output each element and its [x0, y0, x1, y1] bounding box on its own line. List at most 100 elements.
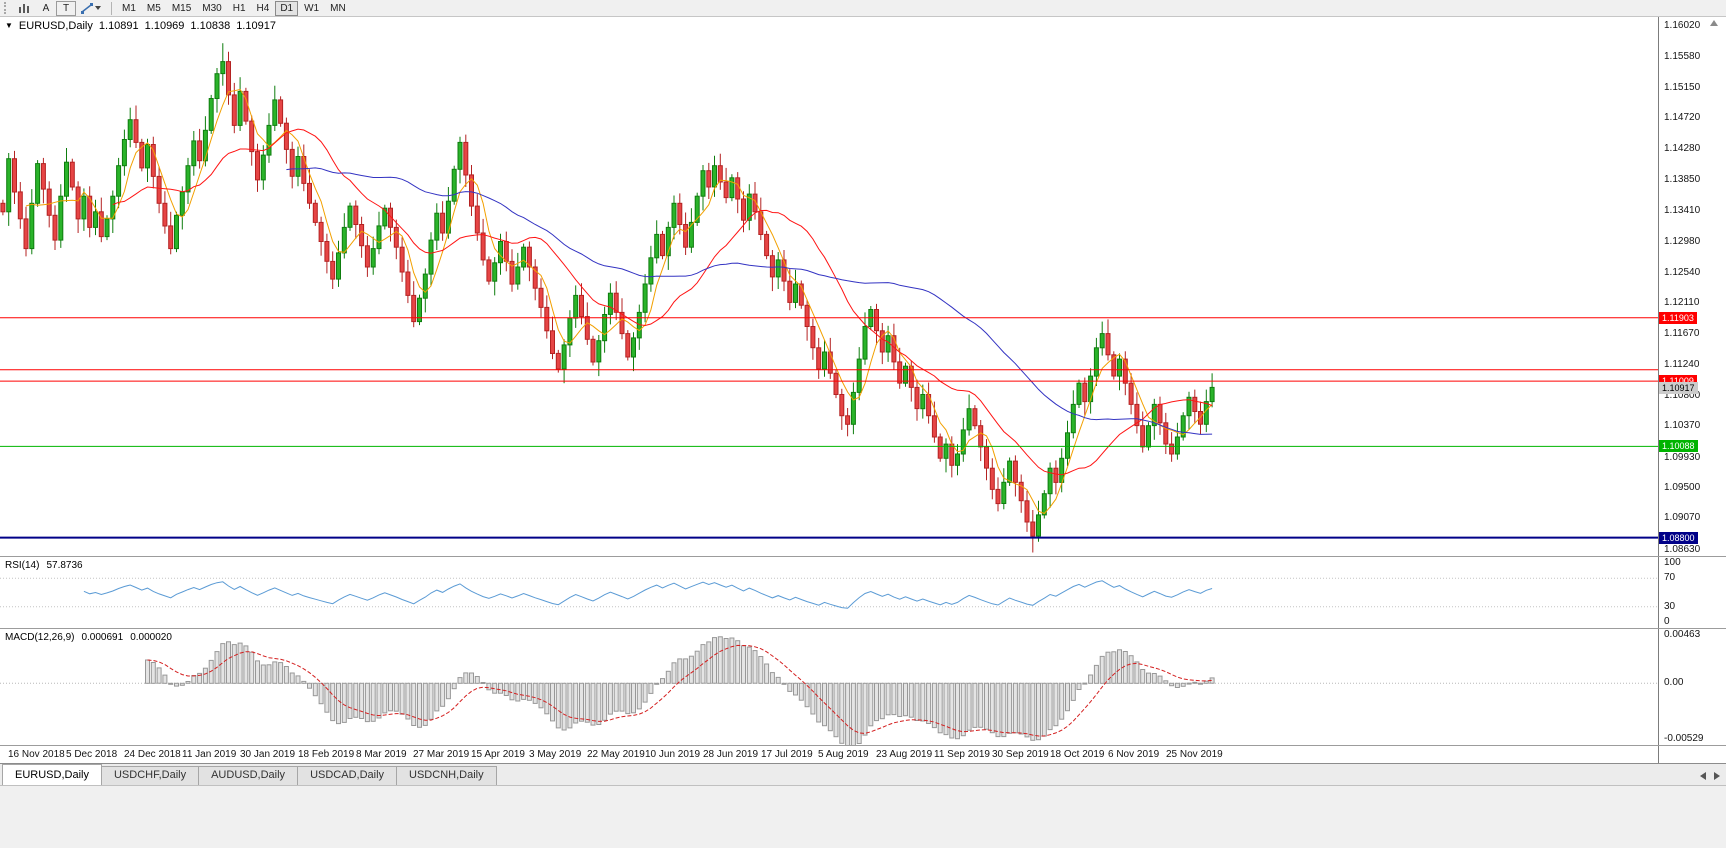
- date-axis-label: 11 Jan 2019: [182, 749, 237, 760]
- date-axis-label: 6 Nov 2019: [1108, 749, 1160, 760]
- toolbar-grip[interactable]: [4, 2, 9, 14]
- price-axis-label: 1.11670: [1664, 328, 1700, 339]
- price-axis-label: 1.15580: [1664, 51, 1701, 62]
- date-axis-label: 27 Mar 2019: [413, 749, 470, 760]
- date-axis-label: 10 Jun 2019: [645, 749, 701, 760]
- ohlc-close: 1.10917: [236, 20, 276, 32]
- price-axis-label: 1.12980: [1664, 236, 1701, 247]
- chevron-down-icon: [95, 6, 101, 10]
- chart-ohlc-header: ▼ EURUSD,Daily 1.10891 1.10969 1.10838 1…: [5, 20, 276, 32]
- date-axis-label: 30 Jan 2019: [240, 749, 296, 760]
- timeframe-button-m15[interactable]: M15: [171, 2, 192, 14]
- tab-scroll-right-icon[interactable]: [1714, 772, 1720, 780]
- rsi-title: RSI(14) 57.8736: [5, 560, 83, 571]
- timeframe-button-w1[interactable]: W1: [304, 2, 320, 14]
- draw-tools-button[interactable]: [76, 1, 106, 16]
- timeframe-button-m5[interactable]: M5: [146, 2, 161, 14]
- main-chart-pane[interactable]: ▼ EURUSD,Daily 1.10891 1.10969 1.10838 1…: [0, 17, 1726, 557]
- rsi-axis-label: 0: [1664, 616, 1670, 627]
- candlestick-plot[interactable]: [0, 17, 1658, 556]
- timeframe-button-h1[interactable]: H1: [232, 2, 246, 14]
- date-axis-label: 3 May 2019: [529, 749, 582, 760]
- macd-name-label: MACD(12,26,9): [5, 632, 75, 643]
- macd-axis-label: 0.00463: [1664, 629, 1701, 640]
- macd-axis[interactable]: 0.00463 0.00 -0.00529: [1658, 629, 1726, 745]
- price-axis[interactable]: 1.16020 1.15580 1.15150 1.14720 1.14280 1.138…: [1658, 17, 1726, 556]
- date-axis-label: 30 Sep 2019: [992, 749, 1049, 760]
- date-axis-label: 24 Dec 2018: [124, 749, 181, 760]
- price-axis-label: 1.12540: [1664, 267, 1701, 278]
- macd-pane[interactable]: MACD(12,26,9) 0.000691 0.000020 0.00463 0…: [0, 629, 1726, 746]
- chart-bars-icon-glyph: [19, 4, 29, 13]
- macd-value2-label: 0.000020: [130, 632, 172, 643]
- price-tag: 1.10088: [1659, 440, 1698, 452]
- date-axis-label: 5 Aug 2019: [818, 749, 869, 760]
- toolbar-separator: [111, 1, 112, 15]
- price-axis-label: 1.10370: [1664, 420, 1701, 431]
- ohlc-low: 1.10838: [190, 20, 231, 32]
- price-axis-label: 1.08630: [1664, 544, 1701, 555]
- price-axis-label: 1.09930: [1664, 452, 1701, 463]
- price-axis-label: 1.15150: [1664, 82, 1701, 93]
- rsi-plot[interactable]: [0, 557, 1658, 628]
- date-axis-label: 11 Sep 2019: [934, 749, 990, 760]
- price-axis-label: 1.11240: [1664, 359, 1700, 370]
- date-axis-label: 23 Aug 2019: [876, 749, 933, 760]
- timeframe-button-h4[interactable]: H4: [256, 2, 270, 14]
- rsi-value-label: 57.8736: [46, 560, 83, 571]
- tab-usdchf-daily[interactable]: USDCHF,Daily: [100, 766, 200, 785]
- chart-symbol-label: EURUSD,Daily: [18, 20, 93, 32]
- date-axis-label: 8 Mar 2019: [356, 749, 407, 760]
- date-axis-label: 5 Dec 2018: [66, 749, 118, 760]
- macd-axis-label: 0.00: [1664, 677, 1684, 688]
- ohlc-high: 1.10969: [144, 20, 185, 32]
- date-axis-label: 28 Jun 2019: [703, 749, 759, 760]
- price-axis-label: 1.16020: [1664, 20, 1701, 31]
- chart-window: ▼ EURUSD,Daily 1.10891 1.10969 1.10838 1…: [0, 17, 1726, 764]
- price-axis-label: 1.09070: [1664, 512, 1701, 523]
- tab-eurusd-daily[interactable]: EURUSD,Daily: [2, 764, 102, 785]
- tab-audusd-daily[interactable]: AUDUSD,Daily: [198, 766, 299, 785]
- date-axis[interactable]: 16 Nov 2018 5 Dec 2018 24 Dec 2018 11 Jan 2…: [0, 746, 1726, 764]
- tab-usdcad-daily[interactable]: USDCAD,Daily: [297, 766, 398, 785]
- rsi-axis[interactable]: 100 70 30 0: [1658, 557, 1726, 628]
- date-axis-label: 16 Nov 2018: [8, 749, 65, 760]
- date-axis-label: 25 Nov 2019: [1166, 749, 1223, 760]
- trendline-icon: [81, 2, 93, 14]
- price-axis-label: 1.12110: [1664, 297, 1700, 308]
- macd-plot[interactable]: [0, 629, 1658, 745]
- date-axis-corner: [1658, 746, 1726, 763]
- price-axis-label: 1.13410: [1664, 205, 1701, 216]
- macd-value1-label: 0.000691: [81, 632, 124, 643]
- scroll-up-icon[interactable]: [1710, 20, 1718, 26]
- timeframe-button-m1[interactable]: M1: [122, 2, 136, 14]
- chart-bars-icon[interactable]: [13, 1, 36, 16]
- price-tag: 1.10917: [1659, 382, 1698, 394]
- rsi-axis-label: 30: [1664, 601, 1676, 612]
- tab-scroll-left-icon[interactable]: [1700, 772, 1706, 780]
- template-tool-button[interactable]: T: [56, 0, 76, 16]
- price-axis-label: 1.13850: [1664, 174, 1701, 185]
- chart-tabs: EURUSD,Daily USDCHF,Daily AUDUSD,Daily USDC…: [2, 764, 497, 785]
- price-axis-label: 1.14280: [1664, 143, 1701, 154]
- text-tool-button[interactable]: A: [42, 2, 50, 14]
- timeframe-button-d1[interactable]: D1: [275, 0, 299, 16]
- macd-axis-label: -0.00529: [1664, 733, 1704, 744]
- timeframe-toolbar: M1 M5 M15 M30 H1 H4 D1 W1 MN: [117, 0, 351, 16]
- price-tag: 1.11903: [1659, 312, 1697, 324]
- date-axis-label: 22 May 2019: [587, 749, 645, 760]
- rsi-pane[interactable]: RSI(14) 57.8736 100 70 30 0: [0, 557, 1726, 629]
- collapse-icon[interactable]: ▼: [5, 21, 13, 30]
- price-axis-label: 1.10800: [1664, 390, 1701, 401]
- rsi-name-label: RSI(14): [5, 560, 40, 571]
- date-axis-label: 17 Jul 2019: [761, 749, 813, 760]
- price-axis-label: 1.09500: [1664, 482, 1701, 493]
- timeframe-button-m30[interactable]: M30: [202, 2, 222, 14]
- timeframe-button-mn[interactable]: MN: [330, 2, 346, 14]
- ohlc-open: 1.10891: [98, 20, 139, 32]
- rsi-axis-label: 70: [1664, 572, 1676, 583]
- rsi-axis-label: 100: [1664, 557, 1681, 568]
- tab-scroll-controls: [1700, 772, 1720, 780]
- price-tag: 1.08800: [1659, 532, 1698, 544]
- tab-usdcnh-daily[interactable]: USDCNH,Daily: [396, 766, 497, 785]
